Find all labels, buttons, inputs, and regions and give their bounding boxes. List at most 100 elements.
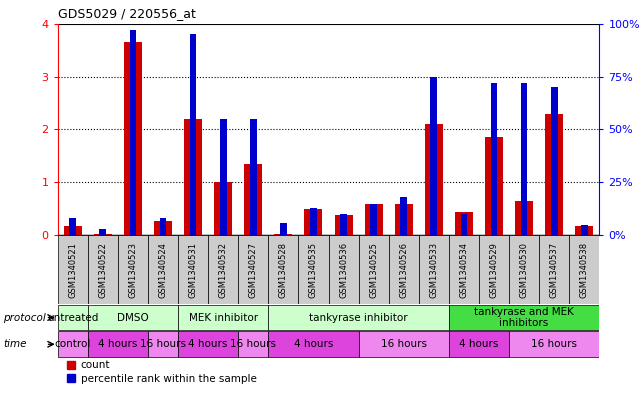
Bar [425, 124, 443, 235]
FancyBboxPatch shape [269, 331, 358, 357]
Text: 16 hours: 16 hours [381, 339, 427, 349]
Bar [129, 30, 137, 235]
Text: control: control [54, 339, 91, 349]
FancyBboxPatch shape [58, 305, 88, 331]
FancyBboxPatch shape [58, 331, 88, 357]
Bar [581, 225, 588, 235]
FancyBboxPatch shape [479, 235, 509, 304]
Bar [190, 34, 197, 235]
Text: GSM1340526: GSM1340526 [399, 242, 408, 298]
Bar [365, 204, 383, 235]
Text: MEK inhibitor: MEK inhibitor [188, 312, 258, 323]
Bar [370, 204, 377, 235]
Bar [575, 226, 594, 235]
Text: GSM1340529: GSM1340529 [490, 242, 499, 298]
Bar [214, 182, 232, 235]
FancyBboxPatch shape [299, 235, 328, 304]
Text: GSM1340525: GSM1340525 [369, 242, 378, 298]
Bar [220, 119, 226, 235]
Bar [250, 119, 256, 235]
Text: tankyrase inhibitor: tankyrase inhibitor [310, 312, 408, 323]
Bar [455, 211, 473, 235]
FancyBboxPatch shape [358, 331, 449, 357]
Text: 4 hours: 4 hours [188, 339, 228, 349]
Bar [184, 119, 202, 235]
Text: GSM1340530: GSM1340530 [520, 242, 529, 298]
Text: GSM1340523: GSM1340523 [128, 242, 137, 298]
Legend: count, percentile rank within the sample: count, percentile rank within the sample [63, 356, 261, 388]
Text: GSM1340521: GSM1340521 [68, 242, 77, 298]
Text: GSM1340528: GSM1340528 [279, 242, 288, 298]
Text: GSM1340527: GSM1340527 [249, 242, 258, 298]
Bar [94, 234, 112, 235]
Text: protocol: protocol [3, 312, 46, 323]
FancyBboxPatch shape [539, 235, 569, 304]
FancyBboxPatch shape [449, 235, 479, 304]
Bar [395, 204, 413, 235]
Text: DMSO: DMSO [117, 312, 149, 323]
FancyBboxPatch shape [178, 305, 269, 331]
FancyBboxPatch shape [178, 235, 208, 304]
FancyBboxPatch shape [358, 235, 388, 304]
Text: 4 hours: 4 hours [294, 339, 333, 349]
FancyBboxPatch shape [238, 331, 269, 357]
FancyBboxPatch shape [88, 305, 178, 331]
Bar [160, 219, 167, 235]
Bar [244, 164, 262, 235]
Text: GDS5029 / 220556_at: GDS5029 / 220556_at [58, 7, 196, 20]
Bar [545, 114, 563, 235]
Bar [335, 215, 353, 235]
Text: tankyrase and MEK
inhibitors: tankyrase and MEK inhibitors [474, 307, 574, 328]
Text: 4 hours: 4 hours [460, 339, 499, 349]
Bar [485, 138, 503, 235]
Text: 16 hours: 16 hours [531, 339, 577, 349]
FancyBboxPatch shape [449, 331, 509, 357]
Text: GSM1340524: GSM1340524 [158, 242, 167, 298]
Text: GSM1340536: GSM1340536 [339, 242, 348, 298]
FancyBboxPatch shape [208, 235, 238, 304]
Bar [340, 214, 347, 235]
FancyBboxPatch shape [269, 305, 449, 331]
FancyBboxPatch shape [148, 235, 178, 304]
Bar [274, 234, 292, 235]
FancyBboxPatch shape [238, 235, 269, 304]
Bar [515, 201, 533, 235]
FancyBboxPatch shape [178, 331, 238, 357]
Text: GSM1340531: GSM1340531 [188, 242, 197, 298]
Text: GSM1340533: GSM1340533 [429, 242, 438, 298]
FancyBboxPatch shape [58, 235, 88, 304]
Bar [124, 42, 142, 235]
FancyBboxPatch shape [449, 305, 599, 331]
Text: GSM1340522: GSM1340522 [98, 242, 107, 298]
FancyBboxPatch shape [269, 235, 299, 304]
Bar [401, 197, 407, 235]
FancyBboxPatch shape [569, 235, 599, 304]
Bar [304, 209, 322, 235]
Text: GSM1340538: GSM1340538 [580, 242, 589, 298]
FancyBboxPatch shape [328, 235, 358, 304]
Text: GSM1340534: GSM1340534 [460, 242, 469, 298]
Text: 16 hours: 16 hours [140, 339, 186, 349]
Bar [460, 214, 467, 235]
FancyBboxPatch shape [509, 235, 539, 304]
Text: time: time [3, 339, 27, 349]
Bar [99, 229, 106, 235]
FancyBboxPatch shape [88, 235, 118, 304]
FancyBboxPatch shape [419, 235, 449, 304]
Text: untreated: untreated [47, 312, 99, 323]
FancyBboxPatch shape [509, 331, 599, 357]
Bar [490, 83, 497, 235]
FancyBboxPatch shape [88, 331, 148, 357]
Bar [154, 220, 172, 235]
Bar [520, 83, 528, 235]
Text: 4 hours: 4 hours [98, 339, 138, 349]
Text: GSM1340537: GSM1340537 [550, 242, 559, 298]
FancyBboxPatch shape [388, 235, 419, 304]
Text: GSM1340535: GSM1340535 [309, 242, 318, 298]
Text: 16 hours: 16 hours [230, 339, 276, 349]
Bar [310, 208, 317, 235]
Text: GSM1340532: GSM1340532 [219, 242, 228, 298]
Bar [63, 226, 82, 235]
Bar [551, 87, 558, 235]
FancyBboxPatch shape [148, 331, 178, 357]
